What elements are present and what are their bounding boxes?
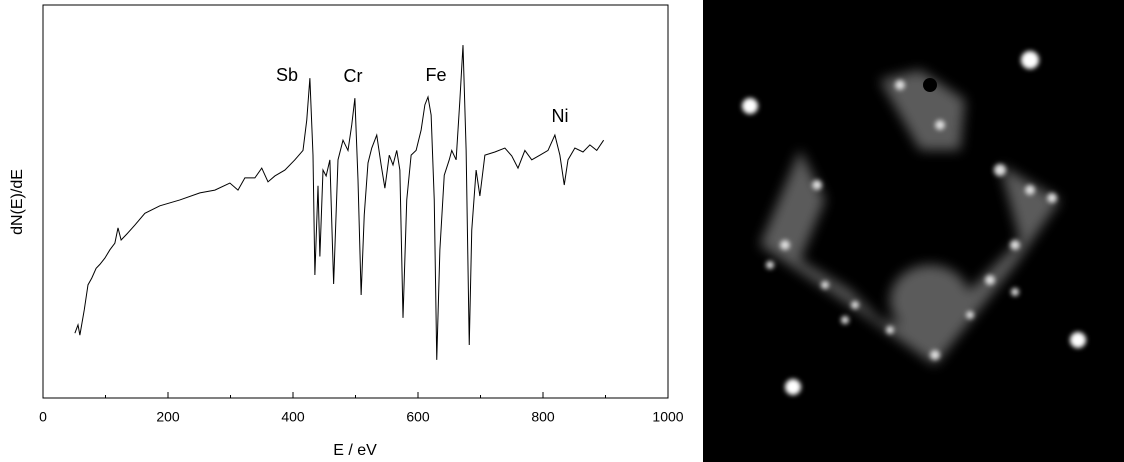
x-tick-label: 1000 — [652, 409, 683, 425]
plot-frame — [42, 4, 669, 399]
diffraction-image — [703, 0, 1124, 462]
x-tick-label: 600 — [406, 409, 430, 425]
x-tick-label: 200 — [156, 409, 180, 425]
peak-label: Sb — [276, 65, 298, 85]
peak-label: Ni — [552, 106, 569, 126]
x-tick-label: 400 — [281, 409, 305, 425]
spectrum-line — [74, 45, 605, 360]
x-tick-label: 0 — [39, 409, 47, 425]
peak-label: Fe — [425, 65, 446, 85]
x-tick-label: 800 — [531, 409, 555, 425]
peak-label: Cr — [344, 66, 363, 86]
x-axis-label: E / eV — [333, 442, 377, 459]
y-axis-label: dN(E)/dE — [9, 169, 26, 235]
